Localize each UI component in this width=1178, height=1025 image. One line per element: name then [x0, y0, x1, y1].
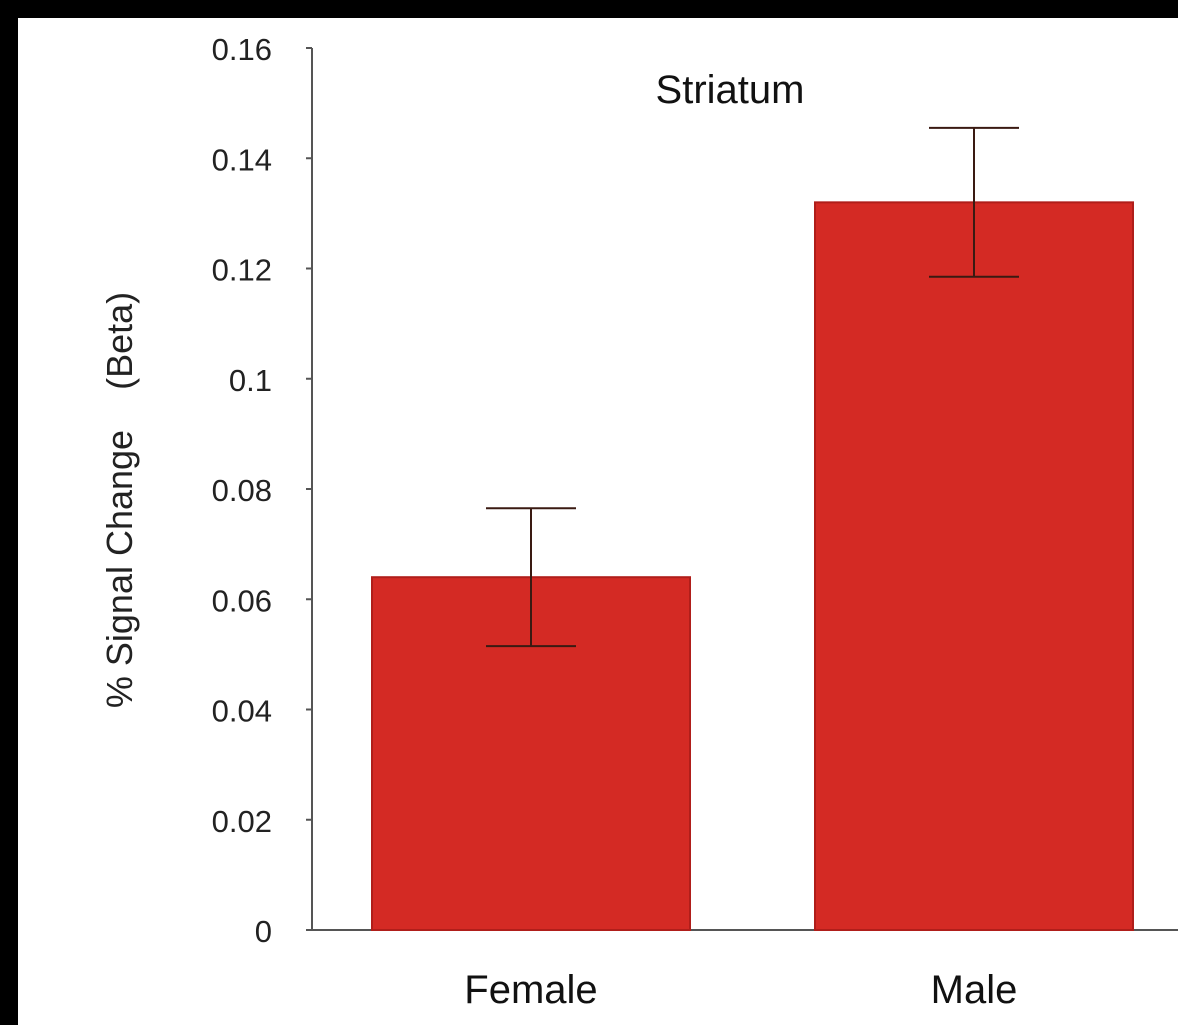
y-tick-label: 0.06 — [212, 583, 272, 618]
bar-male — [814, 201, 1134, 932]
chart-title: Striatum — [656, 68, 805, 112]
y-axis-label: % Signal Change (Beta) — [99, 292, 140, 708]
x-category-labels: Female Male — [464, 968, 1017, 1012]
x-category-label: Male — [931, 968, 1018, 1012]
x-category-label: Female — [464, 968, 597, 1012]
y-tick-label: 0.04 — [212, 694, 272, 729]
bars — [371, 201, 1134, 932]
y-tick-label: 0.1 — [229, 363, 272, 398]
y-tick-label: 0.02 — [212, 804, 272, 839]
y-tick-label: 0.12 — [212, 253, 272, 288]
y-tick-label: 0.14 — [212, 142, 272, 177]
y-tick-label: 0.08 — [212, 473, 272, 508]
y-tick-label: 0 — [255, 914, 272, 949]
y-tick-label: 0.16 — [212, 32, 272, 67]
error-bars — [486, 126, 1019, 648]
y-tick-labels: 0 0.02 0.04 0.06 0.08 0.1 0.12 0.14 0.16 — [212, 32, 272, 949]
